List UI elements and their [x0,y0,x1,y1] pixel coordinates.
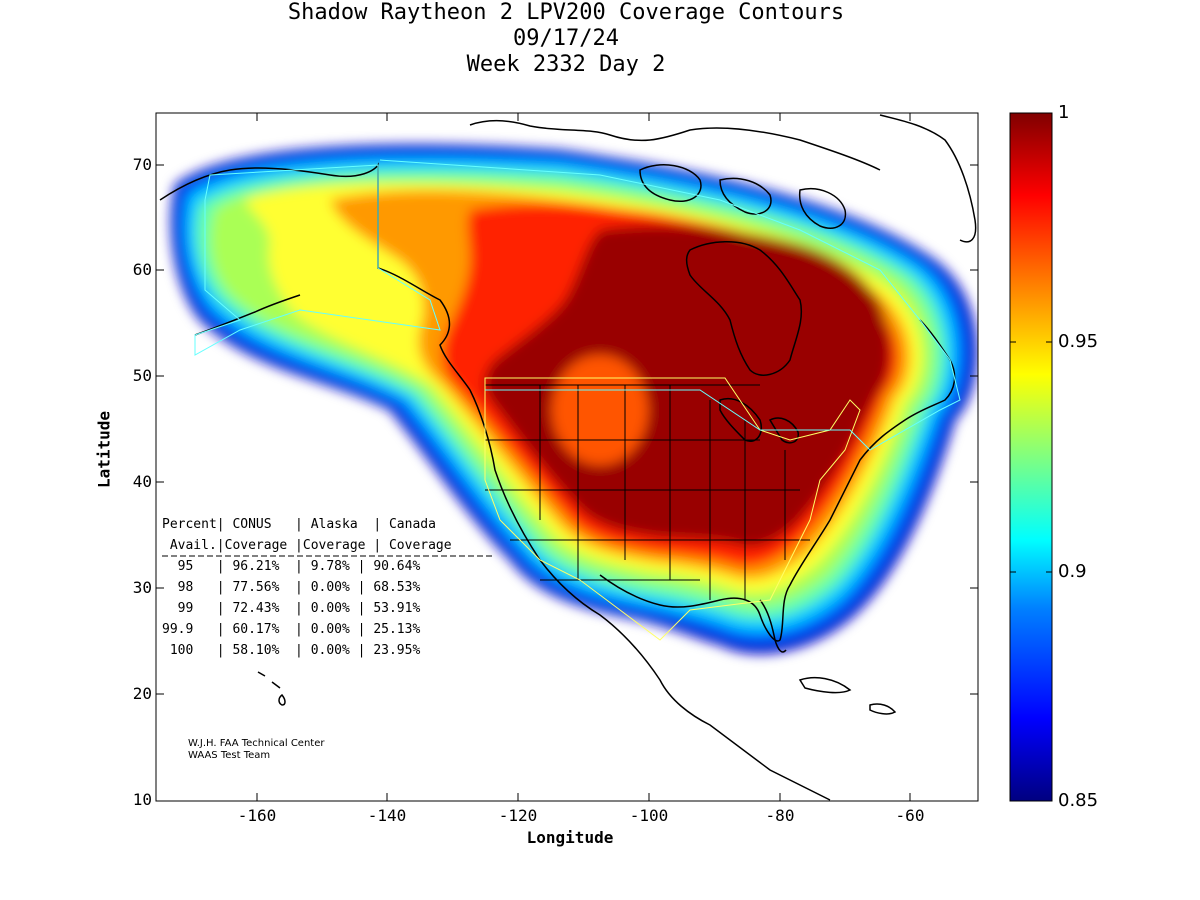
x-axis-label: Longitude [526,828,614,847]
coastline-greenland [879,114,977,243]
x-tick-label: -160 [237,806,277,825]
coastline-great-lakes [719,398,799,444]
x-tick-label: -120 [498,806,538,825]
credit-line-2: WAAS Test Team [188,750,271,761]
y-axis-label: Latitude [94,410,114,489]
table-row: 95 | 96.21% | 9.78% | 90.64% [162,559,421,574]
service-boundaries [194,159,961,641]
chart-date: 09/17/24 [513,26,619,51]
colorbar [1009,112,1053,802]
table-row: 99.9 | 60.17% | 0.00% | 25.13% [162,622,421,637]
x-tick-label: -140 [367,806,407,825]
coastline-caribbean [798,677,897,715]
coastline-hawaii [257,671,286,706]
colorbar-tick-label: 0.85 [1058,790,1099,811]
coastline-gulf [599,319,956,642]
table-row: 98 | 77.56% | 0.00% | 68.53% [162,580,421,595]
y-tick-label: 10 [132,790,152,809]
y-tick-label: 60 [132,260,152,279]
y-tick-label: 50 [132,366,152,385]
y-tick-label: 20 [132,684,152,703]
chart-title: Shadow Raytheon 2 LPV200 Coverage Contou… [287,0,845,25]
contour-100 [484,225,891,547]
colorbar-tick-label: 0.9 [1058,561,1087,582]
coastlines [159,114,977,801]
coastline-arctic [469,119,881,229]
boundary-canada [379,159,961,451]
boundary-alaska [194,164,441,356]
table-header-row-1: Percent| CONUS | Alaska | Canada [162,517,436,532]
contour-plains-notch [552,355,648,465]
table-header-row-2: Avail.|Coverage |Coverage | Coverage [162,538,452,553]
colorbar-tick-label: 0.95 [1058,331,1099,352]
x-tick-label: -100 [629,806,669,825]
x-tick-label: -80 [765,806,795,825]
credit-line-1: W.J.H. FAA Technical Center [188,738,325,749]
coastline-hudson-bay [685,241,802,376]
coastline-north-america [159,162,831,801]
state-borders [485,384,810,600]
axis-ticks [156,113,978,801]
y-tick-label: 30 [132,578,152,597]
x-tick-label: -60 [895,806,925,825]
chart-week-day: Week 2332 Day 2 [466,52,666,77]
y-tick-label: 70 [132,155,152,174]
colorbar-ticks [1010,341,1052,573]
colorbar-tick-label: 1 [1058,102,1070,123]
table-row: 99 | 72.43% | 0.00% | 53.91% [162,601,421,616]
boundary-conus [484,377,861,641]
coastline-florida [759,599,787,653]
y-tick-label: 40 [132,472,152,491]
coverage-contours [171,144,978,654]
table-row: 100 | 58.10% | 0.00% | 23.95% [162,643,421,658]
plot-frame [155,112,979,802]
